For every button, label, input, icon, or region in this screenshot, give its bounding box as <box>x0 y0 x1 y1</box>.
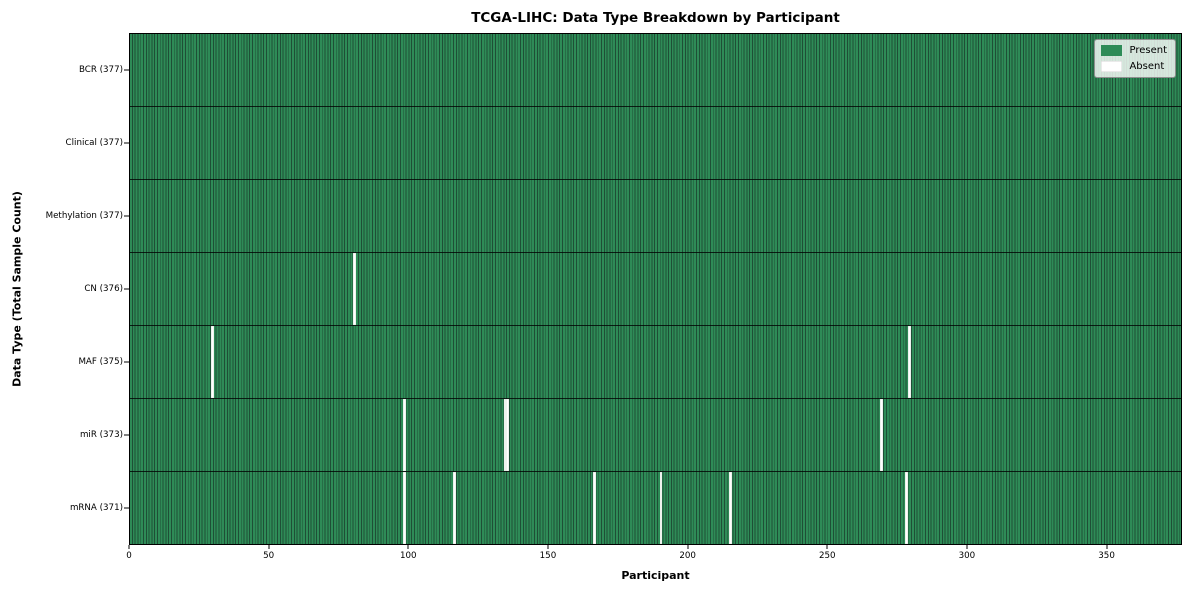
y-tick-labels: BCR (377) Clinical (377) Methylation (377)… <box>0 33 123 545</box>
absent-cell <box>879 399 883 471</box>
x-axis-label: Participant <box>621 569 690 582</box>
y-tick-mark <box>124 361 129 363</box>
absent-cell <box>905 472 908 544</box>
absent-cell <box>403 399 406 471</box>
y-tick-label: CN (376) <box>84 284 123 294</box>
y-tick-mark <box>124 215 129 217</box>
heatmap-row-MAF <box>130 326 1181 399</box>
heatmap-row-Methylation <box>130 180 1181 253</box>
x-tick-label: 0 <box>126 551 132 561</box>
x-tick-label: 50 <box>263 551 275 561</box>
y-tick-mark <box>124 507 129 509</box>
y-tick-label: miR (373) <box>79 430 123 441</box>
legend: Present Absent <box>1094 39 1176 78</box>
x-tick-label: 200 <box>679 551 696 561</box>
y-tick-marks <box>124 33 129 545</box>
heatmap-row-CN <box>130 253 1181 326</box>
y-tick-label: MAF (375) <box>78 357 123 368</box>
y-tick-label: Clinical (377) <box>65 137 123 148</box>
x-tick-label: 100 <box>400 551 417 561</box>
x-tick-mark <box>128 545 130 549</box>
absent-cell <box>659 472 663 544</box>
plot-area: Present Absent <box>129 33 1182 545</box>
y-tick-mark <box>124 434 129 436</box>
x-tick-label: 250 <box>818 551 836 561</box>
heatmap-row-miR <box>130 399 1181 472</box>
x-tick-label: 350 <box>1098 551 1115 561</box>
x-tick-mark <box>268 545 270 549</box>
heatmap-row-BCR <box>130 34 1181 107</box>
y-tick-mark <box>124 69 129 71</box>
x-tick-area: 0 50 100 150 200 250 300 350 <box>126 545 1182 571</box>
legend-label-absent: Absent <box>1129 61 1165 72</box>
absent-cell <box>506 399 510 471</box>
y-tick-label: Methylation (377) <box>45 210 123 221</box>
chart-title: TCGA-LIHC: Data Type Breakdown by Partic… <box>471 10 840 26</box>
x-tick-mark <box>547 545 549 549</box>
y-tick-label: BCR (377) <box>78 64 123 75</box>
x-tick-label: 150 <box>539 551 557 561</box>
legend-item-present: Present <box>1101 45 1167 56</box>
legend-label-present: Present <box>1129 45 1167 56</box>
absent-cell <box>403 472 406 544</box>
absent-cell <box>453 472 457 544</box>
absent-cell <box>353 253 356 325</box>
present-swatch-icon <box>1101 45 1123 56</box>
absent-cell <box>907 326 911 398</box>
absent-swatch-icon <box>1101 61 1123 72</box>
x-tick-label: 300 <box>958 551 976 561</box>
x-tick-mark <box>687 545 689 549</box>
heatmap-row-Clinical <box>130 107 1181 180</box>
heatmap-rows <box>130 34 1181 544</box>
legend-item-absent: Absent <box>1101 61 1167 72</box>
absent-cell <box>729 472 733 544</box>
absent-cell <box>503 399 507 471</box>
y-tick-label: mRNA (371) <box>69 503 123 514</box>
absent-cell <box>592 472 596 544</box>
absent-cell <box>210 326 214 398</box>
heatmap-row-mRNA <box>130 472 1181 544</box>
x-tick-mark <box>1106 545 1108 549</box>
x-tick-mark <box>966 545 968 549</box>
x-tick-mark <box>407 545 409 549</box>
y-tick-mark <box>124 142 129 144</box>
x-tick-mark <box>826 545 828 549</box>
y-tick-mark <box>124 288 129 290</box>
